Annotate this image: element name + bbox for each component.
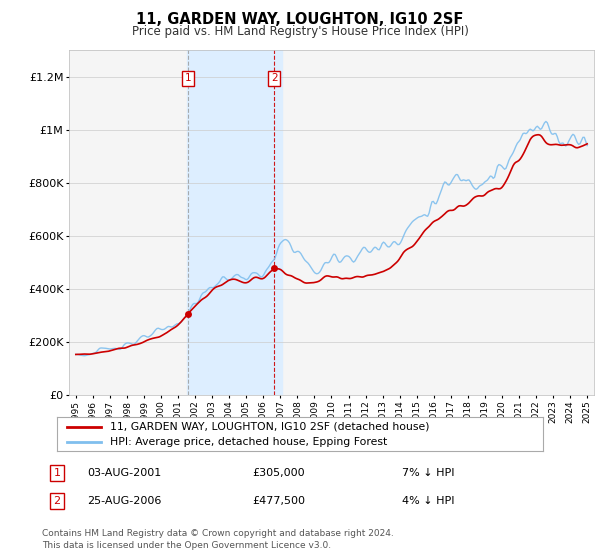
Text: 03-AUG-2001: 03-AUG-2001: [87, 468, 161, 478]
Text: HPI: Average price, detached house, Epping Forest: HPI: Average price, detached house, Eppi…: [110, 437, 388, 447]
Text: 1: 1: [185, 73, 191, 83]
Text: 25-AUG-2006: 25-AUG-2006: [87, 496, 161, 506]
Text: £477,500: £477,500: [252, 496, 305, 506]
Text: 4% ↓ HPI: 4% ↓ HPI: [402, 496, 455, 506]
Text: 11, GARDEN WAY, LOUGHTON, IG10 2SF: 11, GARDEN WAY, LOUGHTON, IG10 2SF: [136, 12, 464, 27]
Text: 7% ↓ HPI: 7% ↓ HPI: [402, 468, 455, 478]
Text: This data is licensed under the Open Government Licence v3.0.: This data is licensed under the Open Gov…: [42, 541, 331, 550]
Text: 11, GARDEN WAY, LOUGHTON, IG10 2SF (detached house): 11, GARDEN WAY, LOUGHTON, IG10 2SF (deta…: [110, 422, 430, 432]
Text: 2: 2: [271, 73, 278, 83]
Bar: [187, 50, 282, 395]
Text: 1: 1: [53, 468, 61, 478]
Text: Price paid vs. HM Land Registry's House Price Index (HPI): Price paid vs. HM Land Registry's House …: [131, 25, 469, 38]
Text: Contains HM Land Registry data © Crown copyright and database right 2024.: Contains HM Land Registry data © Crown c…: [42, 529, 394, 538]
Text: 2: 2: [53, 496, 61, 506]
Text: £305,000: £305,000: [252, 468, 305, 478]
